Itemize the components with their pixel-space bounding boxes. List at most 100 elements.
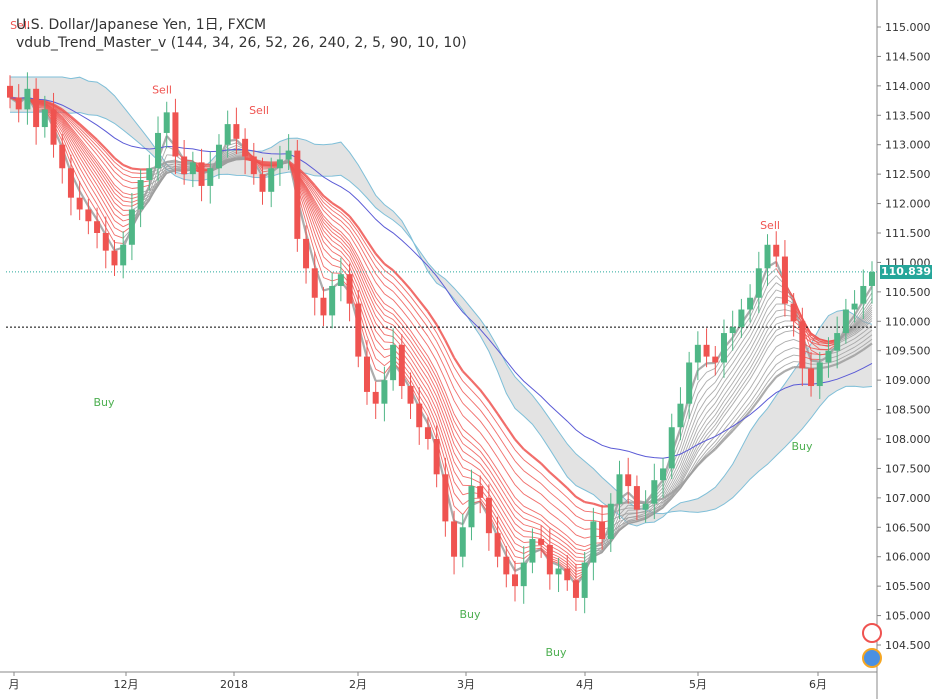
ribbon-segment: [767, 370, 777, 383]
ribbon-segment: [114, 242, 124, 244]
ribbon-segment: [558, 533, 568, 541]
candle-body: [172, 112, 179, 157]
ribbon-segment: [148, 184, 159, 195]
y-tick-label: 105.000: [885, 610, 931, 623]
ribbon-segment: [340, 231, 350, 242]
ribbon-segment: [384, 284, 394, 292]
ribbon-segment: [854, 345, 864, 352]
ribbon-segment: [314, 193, 324, 207]
ribbon-segment: [854, 322, 864, 331]
ribbon-segment: [540, 514, 551, 524]
ribbon-segment: [401, 309, 411, 322]
ribbon-segment: [61, 131, 72, 152]
candle-body: [24, 88, 31, 110]
ribbon-segment: [628, 517, 638, 521]
ribbon-segment: [444, 379, 455, 401]
ribbon-segment: [331, 231, 342, 239]
ribbon-segment: [688, 382, 699, 409]
candle-body: [433, 439, 440, 475]
ribbon-segment: [845, 350, 855, 357]
ribbon-segment: [61, 111, 72, 121]
y-tick-label: 106.500: [885, 521, 931, 534]
ribbon-segment: [401, 285, 411, 297]
ribbon-segment: [714, 406, 725, 421]
ribbon-segment: [366, 302, 377, 324]
ribbon-segment: [305, 182, 316, 197]
ribbon-segment: [566, 516, 577, 526]
ribbon-segment: [444, 411, 455, 437]
ribbon-segment: [305, 186, 316, 204]
ribbon-segment: [558, 561, 568, 569]
ribbon-segment: [601, 539, 612, 546]
ribbon-segment: [723, 418, 734, 431]
ribbon-segment: [741, 323, 751, 337]
ribbon-segment: [497, 525, 507, 542]
ribbon-segment: [549, 502, 559, 510]
ribbon-segment: [862, 304, 873, 317]
ribbon-segment: [96, 211, 107, 228]
ribbon-segment: [479, 450, 490, 464]
ribbon-segment: [418, 333, 429, 347]
ribbon-segment: [357, 260, 368, 280]
ribbon-segment: [497, 423, 507, 438]
ribbon-segment: [619, 522, 629, 530]
settings-icon[interactable]: [862, 648, 882, 668]
ribbon-segment: [714, 423, 725, 437]
ribbon-segment: [70, 126, 81, 139]
ribbon-segment: [410, 296, 420, 309]
x-tick-label: 3月: [457, 678, 475, 691]
ribbon-segment: [79, 167, 89, 184]
ribbon-segment: [732, 400, 742, 413]
ribbon-segment: [558, 509, 568, 518]
ribbon-segment: [418, 395, 429, 411]
x-tick-label: 6月: [809, 678, 827, 691]
ribbon-segment: [375, 308, 385, 322]
ribbon-segment: [662, 495, 673, 503]
ribbon-segment: [331, 235, 342, 243]
ribbon-segment: [479, 399, 490, 412]
ribbon-segment: [436, 409, 446, 435]
ribbon-segment: [706, 374, 716, 382]
ribbon-segment: [79, 174, 89, 191]
x-tick-label: 2月: [349, 678, 367, 691]
ribbon-segment: [444, 451, 455, 482]
ribbon-segment: [401, 301, 411, 313]
ribbon-segment: [453, 471, 464, 486]
record-icon[interactable]: [862, 623, 882, 643]
candle-body: [494, 533, 501, 557]
ribbon-segment: [114, 192, 124, 202]
ribbon-segment: [331, 251, 342, 257]
ribbon-segment: [584, 501, 594, 505]
candle-body: [555, 568, 562, 575]
signal-label: Buy: [791, 440, 813, 453]
ribbon-segment: [532, 487, 542, 495]
ribbon-segment: [340, 216, 350, 226]
ribbon-segment: [697, 434, 707, 449]
ribbon-segment: [392, 330, 403, 342]
ribbon-segment: [340, 242, 350, 253]
ribbon-segment: [741, 349, 751, 364]
ribbon-segment: [305, 192, 316, 212]
candle-body: [320, 297, 327, 316]
ribbon-segment: [680, 434, 690, 460]
ribbon-segment: [392, 308, 403, 320]
ribbon-segment: [427, 391, 438, 411]
ribbon-segment: [741, 402, 751, 414]
ribbon-segment: [767, 364, 777, 377]
y-tick-label: 104.500: [885, 639, 931, 652]
ribbon-segment: [114, 161, 124, 170]
ribbon-segment: [775, 370, 786, 378]
ribbon-segment: [323, 218, 333, 229]
candle-body: [660, 468, 667, 481]
candle-body: [581, 562, 588, 598]
ribbon-segment: [558, 519, 568, 527]
ribbon-segment: [462, 415, 472, 425]
ribbon-segment: [558, 489, 568, 498]
ribbon-segment: [462, 428, 472, 437]
ribbon-segment: [392, 269, 403, 281]
ribbon-segment: [505, 447, 516, 462]
candle-body: [512, 574, 519, 587]
ribbon-segment: [523, 505, 533, 511]
ribbon-segment: [418, 365, 429, 380]
ribbon-segment: [706, 441, 716, 451]
